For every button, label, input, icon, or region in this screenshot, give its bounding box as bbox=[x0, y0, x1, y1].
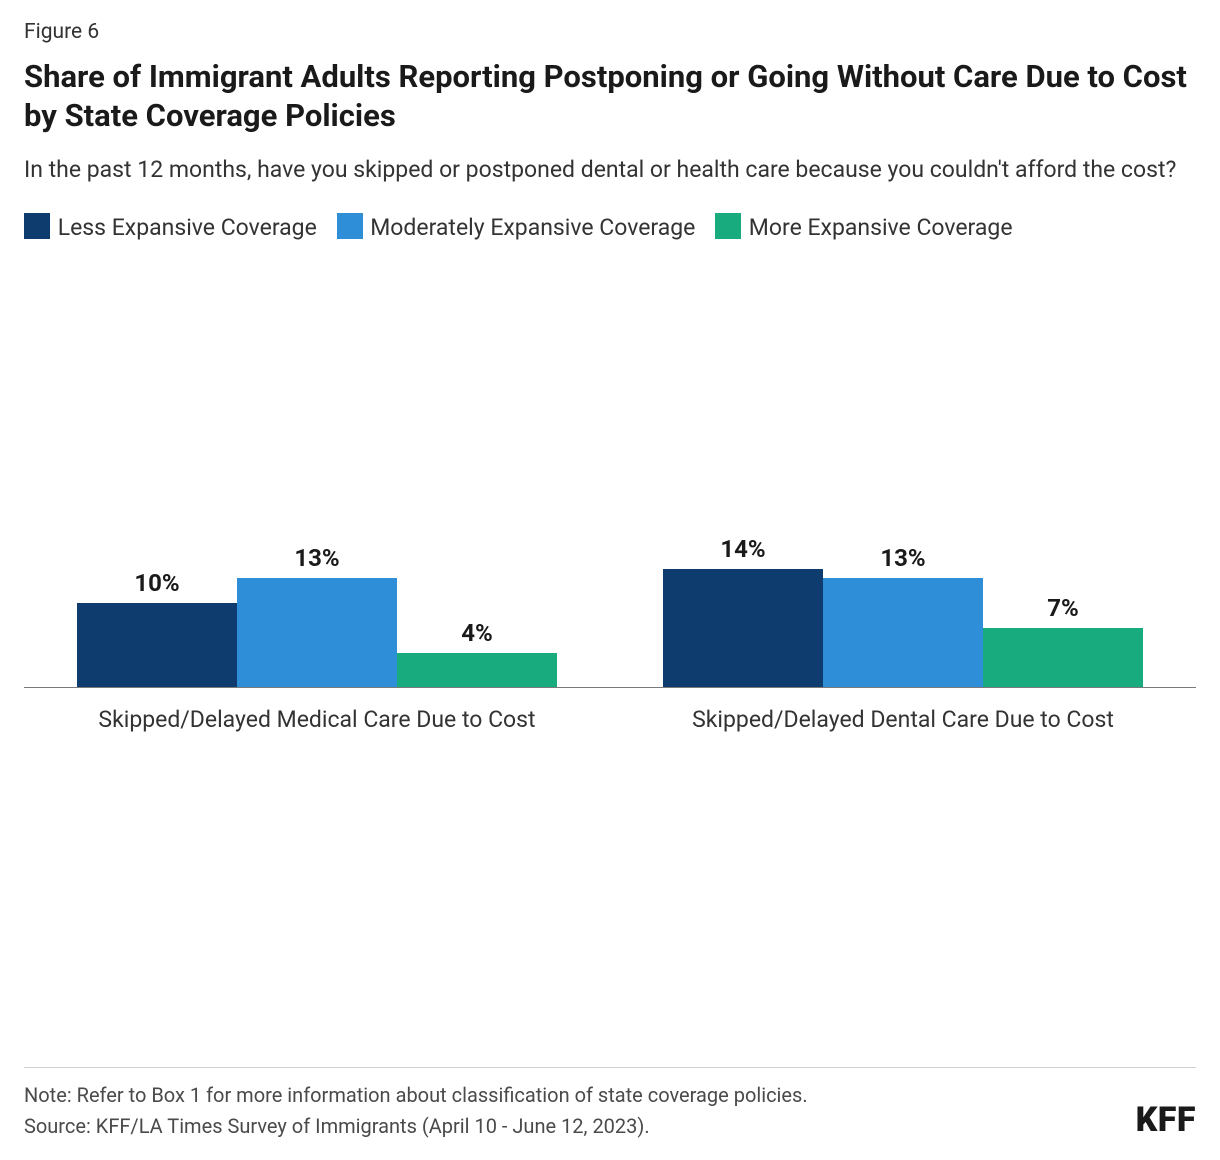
chart-area: 10% 13% 4% 14% 13% 7% Skipped/Delayed Medical… bbox=[24, 258, 1196, 768]
legend-swatch bbox=[24, 213, 50, 239]
bar-wrap: 14% bbox=[663, 535, 823, 687]
legend-item: More Expansive Coverage bbox=[715, 214, 1012, 241]
legend-label: Less Expansive Coverage bbox=[52, 214, 317, 241]
legend: Less Expansive Coverage Moderately Expan… bbox=[24, 208, 1196, 248]
bar-group: 14% 13% 7% bbox=[610, 268, 1196, 687]
bar-wrap: 13% bbox=[823, 544, 983, 687]
bar bbox=[237, 578, 397, 687]
legend-item: Less Expansive Coverage bbox=[24, 214, 317, 241]
brand-logo: KFF bbox=[1136, 1100, 1196, 1140]
bar-value-label: 4% bbox=[461, 619, 493, 647]
footer-divider bbox=[24, 1067, 1196, 1068]
x-axis-labels: Skipped/Delayed Medical Care Due to Cost… bbox=[24, 696, 1196, 768]
source-line: Source: KFF/LA Times Survey of Immigrant… bbox=[24, 1111, 1196, 1142]
legend-swatch bbox=[715, 213, 741, 239]
bar-wrap: 7% bbox=[983, 594, 1143, 687]
figure-number: Figure 6 bbox=[24, 20, 1196, 44]
bar-group: 10% 13% 4% bbox=[24, 268, 610, 687]
bar bbox=[77, 603, 237, 687]
bar-value-label: 13% bbox=[880, 544, 925, 572]
chart-subtitle: In the past 12 months, have you skipped … bbox=[24, 154, 1196, 186]
chart-title: Share of Immigrant Adults Reporting Post… bbox=[24, 58, 1196, 136]
x-axis-label: Skipped/Delayed Medical Care Due to Cost bbox=[24, 696, 610, 768]
bar-value-label: 14% bbox=[720, 535, 765, 563]
bar bbox=[983, 628, 1143, 687]
bar-value-label: 13% bbox=[294, 544, 339, 572]
bar-wrap: 4% bbox=[397, 619, 557, 687]
legend-label: Moderately Expansive Coverage bbox=[365, 214, 696, 241]
bar-wrap: 13% bbox=[237, 544, 397, 687]
x-axis-label: Skipped/Delayed Dental Care Due to Cost bbox=[610, 696, 1196, 768]
footer: Note: Refer to Box 1 for more informatio… bbox=[24, 1080, 1196, 1142]
legend-label: More Expansive Coverage bbox=[743, 214, 1012, 241]
bar bbox=[397, 653, 557, 687]
bar-value-label: 10% bbox=[134, 569, 179, 597]
bar bbox=[823, 578, 983, 687]
bar-wrap: 10% bbox=[77, 569, 237, 687]
plot-region: 10% 13% 4% 14% 13% 7% bbox=[24, 268, 1196, 688]
legend-swatch bbox=[337, 213, 363, 239]
bar bbox=[663, 569, 823, 687]
footnote: Note: Refer to Box 1 for more informatio… bbox=[24, 1080, 1196, 1111]
bar-value-label: 7% bbox=[1047, 594, 1079, 622]
legend-item: Moderately Expansive Coverage bbox=[337, 214, 696, 241]
bar-groups: 10% 13% 4% 14% 13% 7% bbox=[24, 268, 1196, 687]
